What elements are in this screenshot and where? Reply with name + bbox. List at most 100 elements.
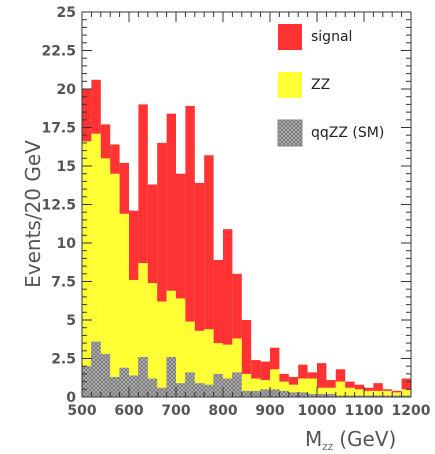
legend: signal ZZ qqZZ (SM) <box>277 24 384 147</box>
bar-signal-730 <box>185 105 195 322</box>
bar-qqzz-sm-610 <box>128 375 139 398</box>
x-axis-title-unit: (GeV) <box>339 427 396 451</box>
bar-zz-650 <box>147 283 158 379</box>
bar-qqzz-sm-670 <box>156 387 167 398</box>
bar-qqzz-sm-730 <box>185 372 195 398</box>
bar-signal-690 <box>166 113 176 291</box>
y-tick-label: 12.5 <box>41 198 76 214</box>
bar-signal-750 <box>194 182 205 331</box>
bar-qqzz-sm-790 <box>213 373 224 398</box>
bar-qqzz-sm-690 <box>166 356 177 398</box>
y-tick-label: 10 <box>57 236 77 252</box>
bar-signal-610 <box>129 210 139 280</box>
bar-qqzz-sm-970 <box>298 392 308 398</box>
x-axis-title-symbol: M <box>305 427 322 451</box>
axis-ticks: 0 2.5 5 7.5 10 12.5 15 17.5 20 22.5 25 500 600 700 800… <box>41 5 430 419</box>
histogram-bars <box>81 79 412 398</box>
x-tick-label: 700 <box>161 403 190 419</box>
bar-zz-630 <box>138 263 148 357</box>
x-tick-label: 800 <box>208 403 237 419</box>
bar-qqzz-sm-530 <box>91 341 102 398</box>
bar-signal-930 <box>279 373 289 382</box>
x-tick-label: 900 <box>255 403 284 419</box>
x-tick-label: 1200 <box>392 403 431 419</box>
bar-signal-830 <box>232 273 242 339</box>
bar-signal-1050 <box>335 369 346 382</box>
bar-signal-1170 <box>392 390 402 393</box>
bar-signal-990 <box>307 372 317 379</box>
bar-signal-630 <box>138 104 148 264</box>
bar-signal-650 <box>147 184 158 284</box>
bar-signal-870 <box>251 360 261 379</box>
bar-zz-730 <box>185 321 195 373</box>
bar-qqzz-sm-810 <box>222 378 233 398</box>
bar-zz-830 <box>232 338 242 373</box>
bar-signal-530 <box>91 79 101 134</box>
bar-zz-550 <box>100 158 111 354</box>
bar-zz-1190 <box>401 389 411 396</box>
x-tick-label: 500 <box>67 403 96 419</box>
bar-qqzz-sm-830 <box>232 372 242 398</box>
x-axis-title: MZZ (GeV) <box>305 427 396 452</box>
bar-signal-1150 <box>382 389 393 391</box>
bar-zz-810 <box>223 344 233 379</box>
bar-zz-870 <box>251 378 261 391</box>
bar-zz-890 <box>260 380 270 390</box>
y-tick-label: 5 <box>66 313 76 329</box>
bar-zz-590 <box>119 213 129 368</box>
bar-signal-1070 <box>345 381 355 388</box>
x-tick-label: 1000 <box>298 403 337 419</box>
legend-label: ZZ <box>311 77 330 93</box>
bar-zz-1130 <box>373 390 383 396</box>
y-tick-label: 20 <box>57 82 77 98</box>
bar-signal-670 <box>157 142 167 302</box>
bar-zz-750 <box>194 330 205 384</box>
bar-signal-910 <box>270 347 280 370</box>
bar-signal-950 <box>288 376 299 385</box>
bar-zz-670 <box>157 301 167 388</box>
bar-qqzz-sm-850 <box>241 390 252 398</box>
y-tick-label: 0 <box>66 390 76 406</box>
y-tick-label: 15 <box>57 159 76 175</box>
bar-qqzz-sm-890 <box>260 389 271 398</box>
bar-signal-1190 <box>401 378 411 390</box>
bar-qqzz-sm-910 <box>269 389 280 398</box>
bar-qqzz-sm-650 <box>147 378 158 398</box>
legend-label: qqZZ (SM) <box>311 125 384 141</box>
bar-signal-1010 <box>317 363 327 388</box>
bar-qqzz-sm-550 <box>100 353 111 398</box>
bar-qqzz-sm-710 <box>175 382 186 398</box>
bar-signal-1030 <box>326 380 336 388</box>
bar-qqzz-sm-630 <box>138 356 148 398</box>
bar-signal-850 <box>241 320 252 374</box>
legend-label: signal <box>311 29 352 45</box>
bar-qqzz-sm-750 <box>194 382 205 398</box>
legend-swatch <box>277 119 303 147</box>
bar-signal-970 <box>298 364 308 379</box>
bar-zz-1070 <box>345 387 355 396</box>
bar-signal-810 <box>223 229 233 345</box>
legend-swatch <box>278 72 302 98</box>
bar-qqzz-sm-930 <box>279 390 289 398</box>
bar-zz-950 <box>288 384 299 393</box>
bar-signal-710 <box>176 173 186 299</box>
y-tick-label: 25 <box>57 5 76 21</box>
x-tick-label: 600 <box>114 403 143 419</box>
bar-zz-970 <box>298 378 308 393</box>
bar-zz-510 <box>82 141 92 367</box>
bar-zz-1050 <box>335 381 346 396</box>
bar-signal-1110 <box>364 387 374 391</box>
y-tick-label: 22.5 <box>41 44 76 60</box>
bar-signal-1090 <box>354 384 364 390</box>
bar-zz-790 <box>213 343 223 374</box>
bar-zz-530 <box>91 133 101 342</box>
bar-signal-510 <box>82 89 92 142</box>
bar-signal-590 <box>119 162 129 214</box>
bar-qqzz-sm-570 <box>109 376 120 398</box>
bar-signal-570 <box>110 144 120 174</box>
y-tick-label: 17.5 <box>41 121 76 137</box>
y-tick-label: 2.5 <box>51 352 76 368</box>
y-axis-title: Events/20 GeV <box>21 140 45 288</box>
x-axis-title-subscript: ZZ <box>322 443 333 452</box>
